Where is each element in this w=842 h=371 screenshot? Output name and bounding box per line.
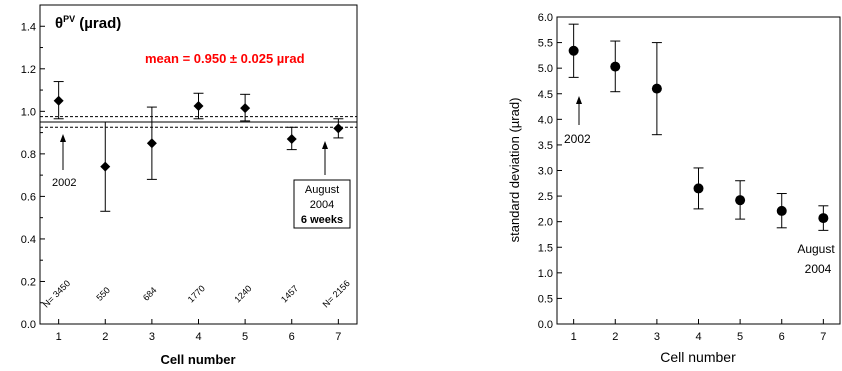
right-y-axis: 0.0 0.5 1.0 1.5 2.0 2.5 3.0 3.5 4.0 4.5 5.0 5.5 6.0 (538, 12, 562, 331)
right-annotation-august-2004: August 2004 (797, 242, 835, 276)
x-tick-label: 5 (242, 331, 248, 343)
x-tick-label: 4 (195, 331, 201, 343)
x-tick-label: 3 (149, 331, 155, 343)
y-tick-label: 0.0 (538, 319, 553, 331)
data-point-circle (776, 205, 787, 216)
data-point-circle (693, 183, 704, 194)
right-x-axis: 1 2 3 4 5 6 7 (571, 319, 826, 343)
data-point-diamond (240, 103, 251, 114)
left-aug-box (293, 179, 351, 229)
left-y-axis: 0.0 0.2 0.4 0.6 0.8 1.0 1.2 1.4 (21, 21, 45, 331)
y-tick-label: 4.5 (538, 89, 553, 101)
data-point-circle (610, 61, 621, 72)
y-tick-label: 1.2 (21, 64, 36, 76)
left-chart-title: θPV (µrad) (55, 14, 121, 32)
left-aug-line1: August (305, 184, 339, 196)
left-x-axis: 1 2 3 4 5 6 7 (56, 319, 341, 343)
x-tick-label: 2 (612, 331, 618, 343)
right-annotation-2002: 2002 (564, 96, 591, 146)
y-tick-label: 0.8 (21, 149, 36, 161)
y-tick-label: 2.0 (538, 217, 553, 229)
n-count-label: 1770 (186, 283, 207, 304)
data-point-diamond (333, 123, 344, 134)
right-aug-line1: August (797, 242, 835, 256)
left-annotation-2002: 2002 (52, 134, 76, 189)
x-tick-label: 1 (56, 331, 62, 343)
x-tick-label: 7 (335, 331, 341, 343)
data-point-circle (568, 45, 579, 56)
x-tick-label: 6 (289, 331, 295, 343)
n-count-label: N= 3450 (41, 278, 72, 309)
y-tick-label: 1.5 (538, 242, 553, 254)
n-count-label: 1457 (279, 283, 300, 304)
y-tick-label: 3.0 (538, 166, 553, 178)
x-tick-label: 5 (737, 331, 743, 343)
left-aug-line3: 6 weeks (301, 214, 343, 226)
x-tick-label: 7 (820, 331, 826, 343)
n-count-label: 550 (94, 285, 112, 303)
y-tick-label: 0.4 (21, 234, 36, 246)
y-tick-label: 5.5 (538, 38, 553, 50)
data-point-diamond (100, 161, 111, 172)
y-tick-label: 0.6 (21, 191, 36, 203)
left-title-theta: θ (55, 15, 63, 32)
right-y-axis-title: standard deviation (µrad) (507, 98, 522, 243)
left-aug-line2: 2004 (310, 199, 334, 211)
y-tick-label: 1.0 (538, 268, 553, 280)
data-point-circle (651, 83, 662, 94)
y-tick-label: 0.0 (21, 319, 36, 331)
right-x-axis-title: Cell number (660, 349, 736, 365)
left-chart: 0.0 0.2 0.4 0.6 0.8 1.0 1.2 1.4 1 2 3 4 5 6 7 N= 3450… (21, 4, 358, 367)
left-title-unit: (µrad) (75, 15, 121, 32)
y-tick-label: 1.4 (21, 21, 36, 33)
left-aug-arrow-head (322, 141, 328, 149)
y-tick-label: 4.0 (538, 114, 553, 126)
data-point-diamond (146, 138, 157, 149)
right-data-points (568, 23, 829, 231)
left-2002-arrow-head (60, 134, 66, 142)
x-tick-label: 6 (779, 331, 785, 343)
data-point-diamond (286, 133, 297, 144)
y-tick-label: 3.5 (538, 140, 553, 152)
right-aug-line2: 2004 (805, 262, 832, 276)
left-x-axis-title: Cell number (160, 352, 235, 367)
y-tick-label: 5.0 (538, 63, 553, 75)
mean-value-text: mean = 0.950 ± 0.025 µrad (145, 51, 305, 66)
data-point-circle (735, 195, 746, 206)
left-data-points (53, 81, 344, 212)
x-tick-label: 1 (571, 331, 577, 343)
left-2002-label: 2002 (52, 177, 76, 189)
y-tick-label: 2.5 (538, 191, 553, 203)
x-tick-label: 4 (695, 331, 701, 343)
data-point-circle (818, 213, 829, 224)
n-count-label: 684 (141, 285, 159, 303)
x-tick-label: 2 (102, 331, 108, 343)
left-annotation-august-2004: August 2004 6 weeks (293, 141, 351, 229)
x-tick-label: 3 (654, 331, 660, 343)
n-count-label: N= 2156 (321, 278, 352, 309)
y-tick-label: 0.5 (538, 293, 553, 305)
y-tick-label: 6.0 (538, 12, 553, 24)
y-tick-label: 1.0 (21, 106, 36, 118)
left-n-labels: N= 3450 550 684 1770 1240 1457 N= 2156 (41, 278, 352, 309)
data-point-diamond (53, 95, 64, 106)
right-2002-arrow-head (576, 96, 582, 104)
right-chart: 0.00.51.01.52.02.53.03.54.04.55.05.56.0 … (507, 12, 841, 365)
left-title-superscript: PV (63, 14, 75, 24)
data-point-diamond (193, 101, 204, 112)
right-2002-label: 2002 (564, 132, 591, 146)
y-tick-label: 0.2 (21, 276, 36, 288)
n-count-label: 1240 (232, 283, 253, 304)
